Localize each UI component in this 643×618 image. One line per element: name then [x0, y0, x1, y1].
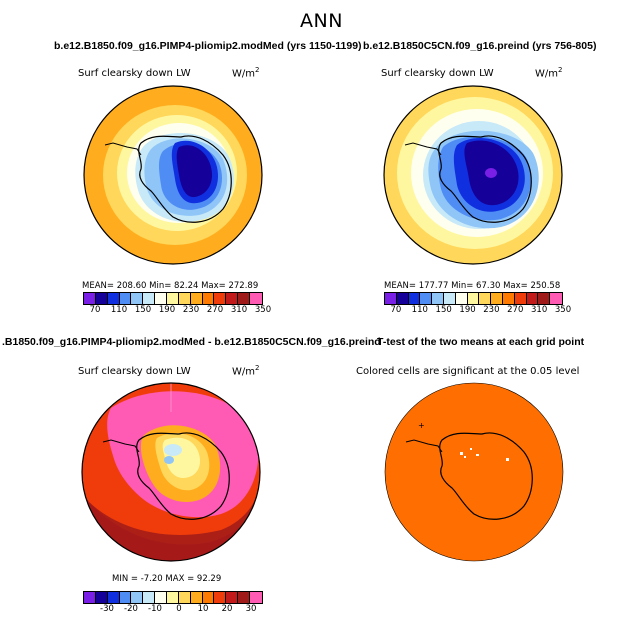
colorbar-swatch — [107, 293, 120, 304]
panel-3-units: W/m2 — [232, 364, 260, 378]
colorbar-swatch — [84, 592, 96, 603]
colorbar-tick-label: 70 — [390, 305, 402, 315]
colorbar-tick-label: 20 — [221, 604, 233, 614]
colorbar-tick-label: 150 — [435, 305, 452, 315]
colorbar-swatch — [167, 592, 179, 603]
colorbar-tick-label: 350 — [254, 305, 272, 315]
colorbar-swatch — [107, 592, 120, 603]
colorbar-swatch — [250, 592, 262, 603]
colorbar-tick-label: 10 — [197, 604, 209, 614]
colorbar-swatch — [143, 592, 156, 603]
colorbar-swatch — [95, 293, 108, 304]
panel-3-title: .B1850.f09_g16.PIMP4-pliomip2.modMed - b… — [2, 336, 381, 348]
panel-4-map: + — [384, 382, 564, 562]
colorbar-swatch — [550, 293, 562, 304]
colorbar-tick-label: 270 — [206, 305, 224, 315]
colorbar-swatch — [214, 592, 227, 603]
colorbar-tick-label: 230 — [483, 305, 500, 315]
colorbar-swatch — [408, 293, 421, 304]
colorbar-swatch — [432, 293, 444, 304]
colorbar-swatch — [143, 293, 156, 304]
colorbar-swatch — [167, 293, 179, 304]
colorbar-swatch — [178, 592, 191, 603]
colorbar-swatch — [202, 592, 215, 603]
colorbar-swatch — [526, 293, 539, 304]
panel-3-map — [81, 382, 261, 562]
colorbar-swatch — [385, 293, 397, 304]
colorbar-swatch — [491, 293, 503, 304]
panel-3-stats: MIN = -7.20 MAX = 92.29 — [112, 574, 222, 584]
colorbar-swatch — [502, 293, 515, 304]
colorbar-swatch — [443, 293, 456, 304]
colorbar-tick-label: 150 — [134, 305, 152, 315]
colorbar-swatch — [95, 592, 108, 603]
panel-3-colorbar — [83, 591, 263, 604]
colorbar-swatch — [131, 592, 144, 603]
colorbar-tick-label: 350 — [554, 305, 572, 315]
colorbar-swatch — [238, 293, 251, 304]
colorbar-swatch — [155, 293, 168, 304]
colorbar-swatch — [420, 293, 433, 304]
figure-title: ANN — [300, 10, 343, 32]
colorbar-swatch — [119, 592, 132, 603]
colorbar-swatch — [238, 592, 251, 603]
colorbar-tick-label: 270 — [507, 305, 524, 315]
colorbar-tick-label: 190 — [459, 305, 476, 315]
panel-2-units: W/m2 — [535, 66, 563, 80]
colorbar-tick-label: 110 — [110, 305, 128, 315]
colorbar-swatch — [479, 293, 492, 304]
panel-2-variable: Surf clearsky down LW — [381, 68, 494, 79]
colorbar-tick-label: 70 — [89, 305, 101, 315]
colorbar-swatch — [396, 293, 409, 304]
panel-2-colorbar-labels: 70 110 150 190 230 270 310 350 — [384, 305, 572, 317]
panel-4-title: T-test of the two means at each grid poi… — [377, 336, 585, 348]
panel-3-colorbar-labels: -30 -20 -10 0 10 20 30 — [83, 604, 261, 616]
colorbar-tick-label: 0 — [176, 604, 182, 614]
colorbar-tick-label: 30 — [245, 604, 257, 614]
panel-3-variable: Surf clearsky down LW — [78, 366, 191, 377]
colorbar-swatch — [119, 293, 132, 304]
colorbar-swatch — [190, 592, 203, 603]
colorbar-tick-label: 310 — [531, 305, 548, 315]
colorbar-swatch — [250, 293, 262, 304]
colorbar-tick-label: 110 — [411, 305, 428, 315]
colorbar-swatch — [467, 293, 480, 304]
panel-1-colorbar-labels: 70 110 150 190 230 270 310 350 — [83, 305, 272, 317]
panel-1-variable: Surf clearsky down LW — [78, 68, 191, 79]
colorbar-swatch — [538, 293, 551, 304]
colorbar-tick-label: 190 — [158, 305, 176, 315]
colorbar-swatch — [131, 293, 144, 304]
colorbar-tick-label: 230 — [182, 305, 200, 315]
colorbar-swatch — [214, 293, 227, 304]
panel-2-map — [383, 85, 563, 265]
panel-1-colorbar — [83, 292, 263, 305]
panel-4-variable: Colored cells are significant at the 0.0… — [356, 366, 580, 377]
panel-2-title: b.e12.B1850C5CN.f09_g16.preind (yrs 756-… — [363, 40, 597, 52]
colorbar-swatch — [514, 293, 527, 304]
colorbar-tick-label: -10 — [148, 604, 162, 614]
colorbar-tick-label: 310 — [230, 305, 248, 315]
panel-2-colorbar — [384, 292, 563, 305]
colorbar-swatch — [178, 293, 191, 304]
colorbar-tick-label: -30 — [100, 604, 114, 614]
panel-1-map — [83, 85, 263, 265]
panel-1-stats: MEAN= 208.60 Min= 82.24 Max= 272.89 — [82, 281, 259, 291]
colorbar-swatch — [190, 293, 203, 304]
colorbar-swatch — [202, 293, 215, 304]
colorbar-swatch — [226, 592, 239, 603]
panel-1-units: W/m2 — [232, 66, 260, 80]
colorbar-swatch — [84, 293, 96, 304]
colorbar-swatch — [455, 293, 468, 304]
svg-text:+: + — [418, 421, 425, 430]
panel-2-stats: MEAN= 177.77 Min= 67.30 Max= 250.58 — [384, 281, 561, 291]
colorbar-tick-label: -20 — [124, 604, 138, 614]
colorbar-swatch — [155, 592, 168, 603]
colorbar-swatch — [226, 293, 239, 304]
panel-1-title: b.e12.B1850.f09_g16.PIMP4-pliomip2.modMe… — [54, 40, 362, 52]
